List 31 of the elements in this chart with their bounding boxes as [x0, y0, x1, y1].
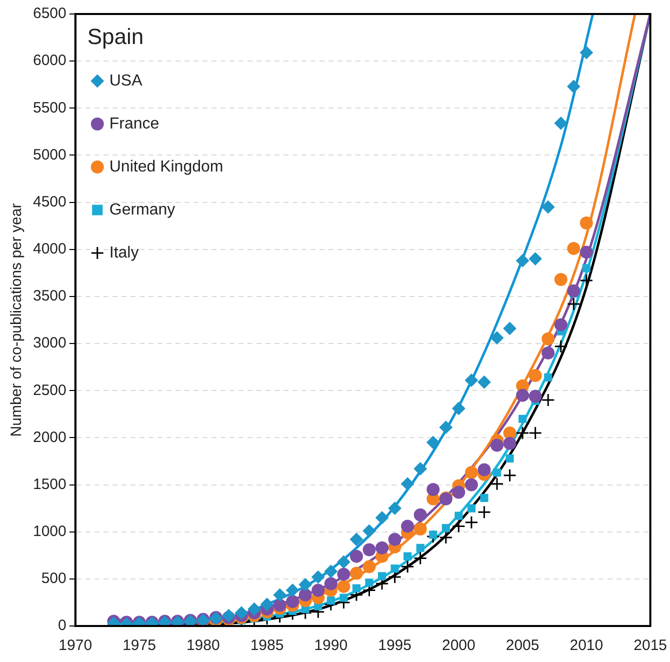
- x-tick-label: 1980: [186, 637, 220, 654]
- x-tick-label: 2000: [442, 637, 476, 654]
- legend-label: United Kingdom: [109, 158, 224, 176]
- y-tick-label: 2000: [32, 428, 66, 446]
- x-tick-label: 2005: [506, 637, 540, 654]
- y-tick-label: 3500: [32, 288, 66, 305]
- legend-label: France: [109, 115, 160, 132]
- x-tick-label: 2010: [570, 637, 604, 654]
- y-tick-label: 1500: [32, 476, 66, 493]
- y-tick-label: 0: [58, 617, 66, 634]
- y-tick-label: 500: [41, 570, 66, 588]
- y-tick-label: 5000: [32, 146, 66, 164]
- legend-label: Italy: [109, 244, 139, 262]
- y-axis-title: Number of co-publications per year: [8, 203, 26, 437]
- legend-label: Germany: [109, 201, 176, 218]
- legend-title: Spain: [87, 24, 144, 50]
- x-tick-label: 1985: [250, 637, 284, 654]
- y-tick-label: 5500: [32, 99, 66, 116]
- x-tick-label: 1995: [378, 637, 412, 654]
- x-tick-label: 1990: [314, 637, 348, 654]
- y-tick-label: 6500: [32, 5, 66, 22]
- x-tick-label: 1970: [58, 637, 92, 654]
- y-tick-label: 2500: [32, 382, 66, 399]
- y-tick-label: 4000: [32, 240, 66, 258]
- y-tick-label: 3000: [32, 334, 66, 352]
- y-tick-label: 1000: [32, 522, 66, 540]
- legend-label: USA: [109, 72, 143, 90]
- y-tick-label: 6000: [32, 52, 66, 70]
- y-tick-label: 4500: [32, 193, 66, 210]
- x-tick-label: 1975: [122, 637, 156, 654]
- x-tick-label: 2015: [634, 637, 668, 654]
